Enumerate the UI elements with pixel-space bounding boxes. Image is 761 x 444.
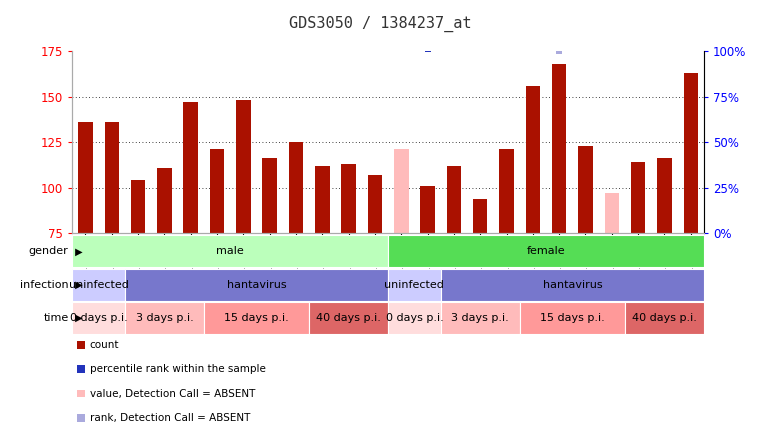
Bar [473, 198, 488, 233]
Text: infection: infection [20, 280, 68, 289]
Bar [388, 302, 441, 334]
Text: gender: gender [29, 246, 68, 256]
Bar [288, 142, 303, 233]
Text: ▶: ▶ [72, 246, 82, 256]
Text: 3 days p.i.: 3 days p.i. [135, 313, 193, 323]
Bar [388, 269, 441, 301]
Bar [441, 302, 520, 334]
Bar [552, 64, 566, 233]
Text: count: count [90, 340, 119, 350]
Bar [72, 269, 125, 301]
Text: female: female [527, 246, 565, 256]
Bar [420, 186, 435, 233]
Text: rank, Detection Call = ABSENT: rank, Detection Call = ABSENT [90, 413, 250, 423]
Bar [526, 86, 540, 233]
Bar [204, 302, 309, 334]
Bar [441, 269, 704, 301]
Bar [604, 193, 619, 233]
Bar [72, 302, 125, 334]
Bar [77, 341, 85, 349]
Text: ▶: ▶ [72, 280, 82, 289]
Bar [77, 365, 85, 373]
Bar [236, 100, 250, 233]
Bar [683, 73, 698, 233]
Text: value, Detection Call = ABSENT: value, Detection Call = ABSENT [90, 389, 255, 399]
Text: ▶: ▶ [72, 313, 82, 323]
Bar [131, 180, 145, 233]
Text: 15 days p.i.: 15 days p.i. [224, 313, 289, 323]
Text: 0 days p.i.: 0 days p.i. [70, 313, 128, 323]
Text: hantavirus: hantavirus [227, 280, 286, 289]
Text: male: male [216, 246, 244, 256]
Text: GDS3050 / 1384237_at: GDS3050 / 1384237_at [289, 16, 472, 32]
Bar [125, 269, 388, 301]
Text: percentile rank within the sample: percentile rank within the sample [90, 365, 266, 374]
Text: 3 days p.i.: 3 days p.i. [451, 313, 509, 323]
Bar [578, 146, 593, 233]
Bar [309, 302, 388, 334]
Bar [388, 235, 704, 267]
Bar [658, 159, 672, 233]
Bar [210, 149, 224, 233]
Text: hantavirus: hantavirus [543, 280, 602, 289]
Text: 40 days p.i.: 40 days p.i. [317, 313, 381, 323]
Bar [158, 167, 172, 233]
Bar [125, 302, 204, 334]
Bar [77, 390, 85, 397]
Bar [263, 159, 277, 233]
Text: time: time [43, 313, 68, 323]
Bar [342, 164, 356, 233]
Bar [447, 166, 461, 233]
Bar [368, 175, 382, 233]
Bar [394, 149, 409, 233]
Bar [625, 302, 704, 334]
Bar [499, 149, 514, 233]
Bar [315, 166, 330, 233]
Bar [520, 302, 625, 334]
Bar [631, 162, 645, 233]
Bar [104, 122, 119, 233]
Bar [183, 102, 198, 233]
Text: 40 days p.i.: 40 days p.i. [632, 313, 697, 323]
Text: uninfected: uninfected [384, 280, 444, 289]
Text: 0 days p.i.: 0 days p.i. [386, 313, 444, 323]
Text: uninfected: uninfected [68, 280, 129, 289]
Bar [72, 235, 388, 267]
Bar [77, 414, 85, 422]
Bar [78, 122, 93, 233]
Text: 15 days p.i.: 15 days p.i. [540, 313, 605, 323]
